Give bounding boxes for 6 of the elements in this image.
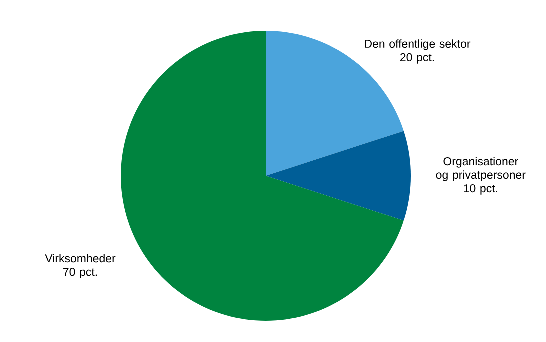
slice-label: Virksomheder (45, 254, 116, 263)
data-label: 70 pct. (64, 268, 98, 278)
slice-label: Den offentlige sektor (365, 40, 471, 50)
data-label: 10 pct. (464, 184, 498, 195)
data-label: 20 pct. (400, 53, 434, 64)
slice-label: Organisationer og privatpersoner (436, 157, 526, 182)
